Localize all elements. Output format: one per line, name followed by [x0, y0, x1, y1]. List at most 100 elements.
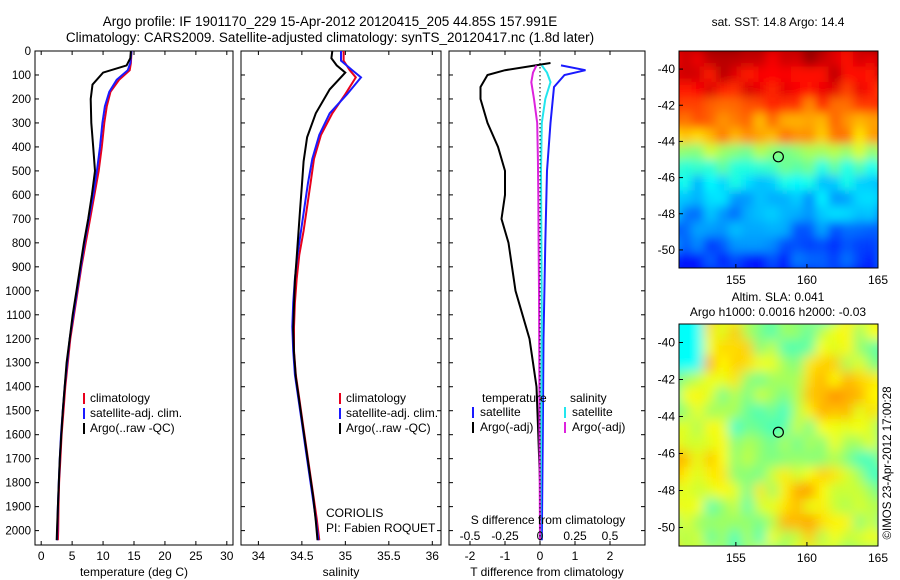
y-tick-label: 300 [12, 118, 31, 130]
map-y-tick-label: -42 [658, 98, 676, 112]
imos-timestamp-label: ©IMOS 23-Apr-2012 17:00:28 [882, 387, 894, 540]
chart-title-line2: Climatology: CARS2009. Satellite-adjuste… [65, 30, 595, 45]
map-x-tick-label: 165 [868, 551, 888, 565]
legend-entry: climatology [346, 391, 406, 405]
y-tick-label: 1600 [5, 430, 31, 442]
y-tick-label: 800 [12, 238, 31, 250]
y-tick-label: 1200 [5, 334, 31, 346]
series-line-2 [55, 50, 132, 541]
legend-entry: satellite [480, 405, 521, 419]
map-y-tick-label: -46 [658, 447, 676, 461]
y-tick-label: 600 [12, 190, 31, 202]
x-tick-label: 1 [572, 549, 579, 563]
x-tick-label: 10 [96, 549, 110, 563]
x-axis-label: temperature (deg C) [80, 565, 188, 579]
legend-entry: Argo(-adj) [480, 420, 533, 434]
s-diff-axis-label: S difference from climatology [471, 513, 626, 527]
map-x-tick-label: 155 [726, 551, 746, 565]
x-axis-label: salinity [323, 565, 360, 579]
annotation-data-centre: CORIOLIS [326, 506, 383, 520]
x-tick-label: 15 [127, 549, 141, 563]
s-diff-tick-label: 0.25 [563, 529, 587, 543]
legend-entry: satellite [572, 405, 613, 419]
series-line-2 [292, 50, 347, 541]
y-tick-label: 700 [12, 214, 31, 226]
legend-entry: Argo(..raw -QC) [346, 421, 431, 435]
x-tick-label: 0 [537, 549, 544, 563]
series-line-2 [539, 64, 552, 541]
salinity-panel: 34 34.5 35 35.5 36 salinity [240, 50, 442, 579]
s-diff-tick-label: -0.25 [491, 529, 519, 543]
map-y-tick-label: -48 [658, 207, 676, 221]
legend-entry: climatology [90, 391, 150, 405]
x-tick-label: 25 [189, 549, 203, 563]
x-tick-label: 0 [38, 549, 45, 563]
plot-frame [34, 50, 234, 546]
sst-map: 155 160 165 -40 -42 -44 -46 -48 -50 [658, 50, 888, 287]
map-y-tick-label: -40 [658, 336, 676, 350]
map-y-tick-label: -42 [658, 373, 676, 387]
map-x-tick-label: 155 [726, 273, 746, 287]
y-tick-label: 0 [25, 46, 31, 58]
map-y-tick-label: -44 [658, 410, 676, 424]
map-y-tick-label: -50 [658, 243, 676, 257]
y-tick-label: 1100 [6, 310, 31, 322]
sla-map-subtitle: Argo h1000: 0.0016 h2000: -0.03 [690, 305, 866, 319]
x-tick-label: 35 [339, 549, 353, 563]
chart-title-line1: Argo profile: IF 1901170_229 15-Apr-2012… [102, 14, 558, 29]
argo-float-marker [772, 426, 784, 438]
y-tick-label: 900 [12, 262, 31, 274]
x-tick-label: 20 [158, 549, 172, 563]
y-tick-label: 1300 [5, 358, 31, 370]
legend-entry: satellite-adj. clim. [346, 406, 438, 420]
x-tick-label: 30 [220, 549, 234, 563]
y-tick-label: 1400 [5, 382, 31, 394]
plot-frame [448, 50, 646, 546]
map-x-tick-label: 160 [797, 273, 817, 287]
argo-float-marker [772, 151, 784, 163]
map-frame [678, 323, 879, 547]
x-tick-label: 34.5 [290, 549, 314, 563]
legend-entry: satellite-adj. clim. [90, 406, 182, 420]
y-tick-label: 500 [12, 166, 31, 178]
y-tick-label: 1700 [5, 454, 31, 466]
series-line-0 [540, 64, 586, 541]
y-tick-label: 1500 [5, 406, 31, 418]
y-tick-label: 1000 [5, 286, 31, 298]
annotation-pi: PI: Fabien ROQUET [326, 521, 436, 535]
map-frame [678, 50, 879, 269]
s-diff-tick-label: -0.5 [460, 529, 481, 543]
sla-map-title: Altim. SLA: 0.041 [732, 290, 825, 304]
map-y-tick-label: -40 [658, 62, 676, 76]
sst-map-title: sat. SST: 14.8 Argo: 14.4 [712, 15, 845, 29]
map-y-tick-label: -50 [658, 521, 676, 535]
map-x-tick-label: 160 [797, 551, 817, 565]
x-axis-label: T difference from climatology [470, 565, 624, 579]
map-y-tick-label: -46 [658, 171, 676, 185]
map-x-tick-label: 165 [868, 273, 888, 287]
x-tick-label: 35.5 [377, 549, 401, 563]
y-tick-label: 200 [12, 94, 31, 106]
x-tick-label: 34 [252, 549, 266, 563]
difference-panel: -2 -1 0 1 2 T difference from climatology [448, 50, 646, 579]
map-field [679, 324, 878, 546]
legend-heading: temperature [482, 391, 547, 405]
plot-frame [240, 50, 442, 546]
map-field [679, 51, 878, 268]
map-y-tick-label: -44 [658, 134, 676, 148]
y-tick-label: 400 [12, 142, 31, 154]
legend-entry: Argo(-adj) [572, 420, 625, 434]
x-tick-label: -1 [500, 549, 511, 563]
legend-heading: salinity [570, 391, 607, 405]
series-line-3 [530, 64, 541, 541]
temperature-panel: 0 5 10 15 20 25 30 temperature (deg C) 0 100 200 30… [5, 46, 233, 579]
y-tick-label: 1900 [5, 502, 31, 514]
series-line-1 [479, 62, 551, 541]
x-tick-label: -2 [465, 549, 476, 563]
y-tick-label: 1800 [5, 478, 31, 490]
x-tick-label: 2 [607, 549, 614, 563]
legend-entry: Argo(..raw -QC) [90, 421, 175, 435]
sla-map: 155 160 165 -40 -42 -44 -46 -48 -50 [658, 323, 888, 565]
s-diff-tick-label: 0 [537, 529, 544, 543]
